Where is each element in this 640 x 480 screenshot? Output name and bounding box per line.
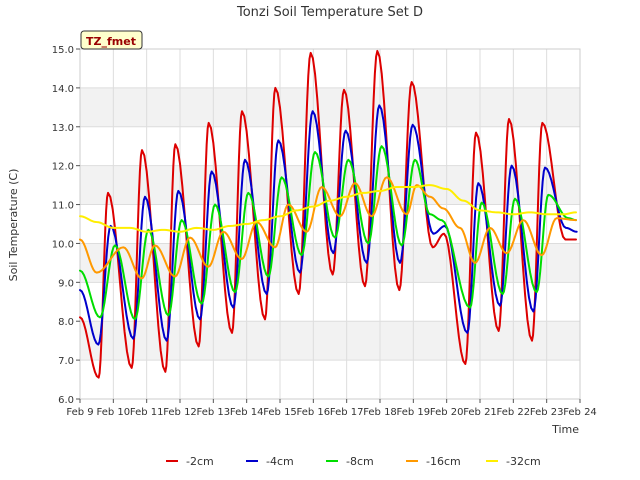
x-tick-label: Feb 17 [330, 407, 364, 418]
legend-label: -4cm [266, 455, 294, 468]
x-tick-label: Feb 16 [297, 407, 331, 418]
series-line-32cmcm [79, 184, 577, 233]
plot-band [80, 360, 580, 399]
legend-label: -8cm [346, 455, 374, 468]
y-tick-label: 11.0 [52, 201, 74, 212]
plot-band [80, 126, 580, 166]
legend-label: -2cm [186, 455, 214, 468]
legend-label: -32cm [506, 455, 541, 468]
y-tick-label: 9.0 [58, 278, 74, 289]
series-line-16cmcm [79, 176, 577, 280]
x-tick-label: Feb 9 [66, 407, 93, 418]
x-tick-label: Feb 19 [397, 407, 431, 418]
y-tick-label: 8.0 [58, 317, 74, 328]
x-tick-label: Feb 13 [197, 407, 231, 418]
y-tick-label: 7.0 [58, 356, 74, 367]
y-tick-label: 13.0 [52, 123, 74, 134]
y-axis-label: Soil Temperature (C) [7, 169, 20, 282]
x-axis-label: Time [551, 423, 579, 436]
x-tick-label: Feb 15 [263, 407, 297, 418]
chart-title: Tonzi Soil Temperature Set D [236, 5, 423, 20]
x-tick-label: Feb 18 [363, 407, 397, 418]
tz-fmet-annotation: TZ_fmet [80, 30, 143, 50]
y-tick-label: 12.0 [52, 162, 74, 173]
x-tick-label: Feb 24 [563, 407, 597, 418]
series-line-4cmcm [79, 104, 578, 346]
x-tick-label: Feb 14 [230, 407, 264, 418]
x-tick-label: Feb 22 [497, 407, 531, 418]
plot-band [80, 87, 580, 127]
series-line-8cmcm [79, 145, 577, 321]
x-tick-label: Feb 21 [463, 407, 497, 418]
x-axis-ticks: Feb 9 Feb 10 Feb 11 Feb 12 Feb 13 Feb 14 Feb 1… [66, 399, 597, 418]
plot-band [80, 49, 580, 88]
x-tick-label: Feb 23 [530, 407, 564, 418]
y-tick-label: 15.0 [52, 45, 74, 56]
y-tick-label: 6.0 [58, 395, 74, 406]
annotation-label: TZ_fmet [86, 35, 136, 48]
y-tick-label: 14.0 [52, 84, 74, 95]
x-tick-label: Feb 20 [430, 407, 464, 418]
series-line-2cmcm [79, 49, 577, 379]
legend-label: -16cm [426, 455, 461, 468]
plot-frame [79, 48, 581, 400]
x-tick-label: Feb 10 [97, 407, 131, 418]
y-axis-ticks: 6.0 7.0 8.0 9.0 10.0 11.0 12.0 13.0 14.0 15.0 [52, 45, 80, 406]
series-lines [79, 49, 578, 379]
y-tick-label: 10.0 [52, 239, 74, 250]
legend: -2cm -4cm -8cm -16cm -32cm [166, 455, 541, 468]
plot-band [80, 321, 580, 361]
x-tick-label: Feb 12 [163, 407, 197, 418]
x-tick-label: Feb 11 [130, 407, 164, 418]
